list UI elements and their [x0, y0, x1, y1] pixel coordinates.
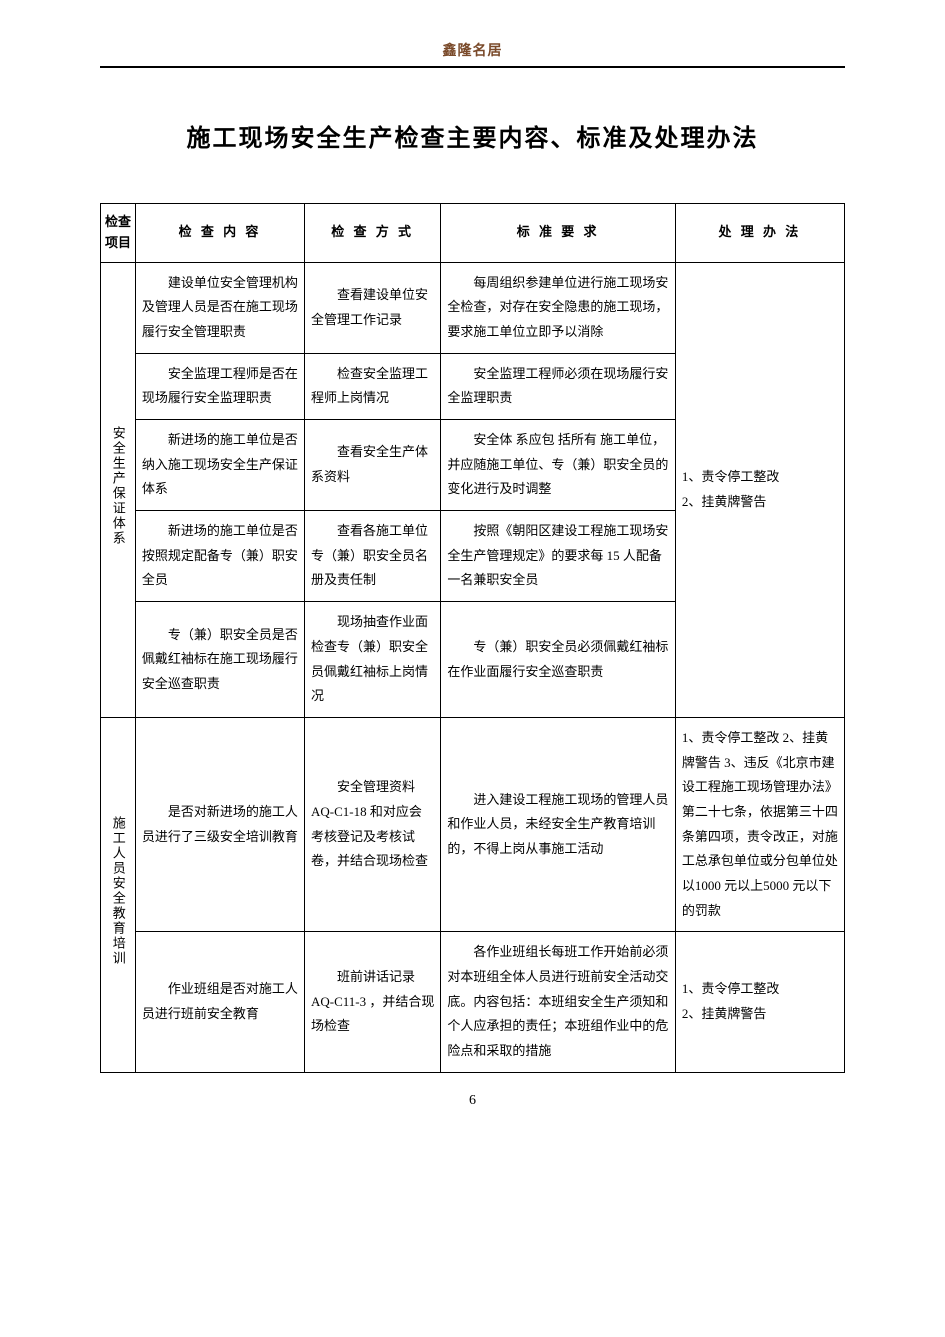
- content-cell: 建设单位安全管理机构及管理人员是否在施工现场履行安全管理职责: [135, 262, 304, 353]
- category-label: 施工人员安全教育培训: [108, 816, 128, 966]
- category-cell: 安全生产保证体系: [101, 262, 136, 717]
- handling-cell: 1、责令停工整改 2、挂黄牌警告: [675, 262, 844, 717]
- table-row: 安全生产保证体系 建设单位安全管理机构及管理人员是否在施工现场履行安全管理职责 …: [101, 262, 845, 353]
- standard-cell: 专（兼）职安全员必须佩戴红袖标在作业面履行安全巡查职责: [441, 602, 676, 718]
- content-cell: 安全监理工程师是否在现场履行安全监理职责: [135, 353, 304, 419]
- standard-cell: 安全监理工程师必须在现场履行安全监理职责: [441, 353, 676, 419]
- header-category: 检查项目: [101, 204, 136, 263]
- handling-line: 2、挂黄牌警告: [682, 490, 838, 515]
- table-row: 作业班组是否对施工人员进行班前安全教育 班前讲话记录 AQ-C11-3 ，并结合…: [101, 932, 845, 1072]
- method-cell: 现场抽查作业面检查专（兼）职安全员佩戴红袖标上岗情况: [304, 602, 440, 718]
- handling-line: 2、挂黄牌警告: [682, 1002, 838, 1027]
- handling-line: 1、责令停工整改: [682, 465, 838, 490]
- page-header: 鑫隆名居: [100, 40, 845, 68]
- category-cell: 施工人员安全教育培训: [101, 717, 136, 1072]
- standard-cell: 按照《朝阳区建设工程施工现场安全生产管理规定》的要求每 15 人配备一名兼职安全…: [441, 511, 676, 602]
- table-body: 安全生产保证体系 建设单位安全管理机构及管理人员是否在施工现场履行安全管理职责 …: [101, 262, 845, 1072]
- content-cell: 作业班组是否对施工人员进行班前安全教育: [135, 932, 304, 1072]
- header-method: 检 查 方 式: [304, 204, 440, 263]
- document-title: 施工现场安全生产检查主要内容、标准及处理办法: [100, 118, 845, 153]
- table-header-row: 检查项目 检 查 内 容 检 查 方 式 标 准 要 求 处 理 办 法: [101, 204, 845, 263]
- category-label: 安全生产保证体系: [108, 426, 128, 546]
- handling-line: 1、责令停工整改: [682, 977, 838, 1002]
- method-cell: 安全管理资料AQ-C1-18 和对应会考核登记及考核试卷，并结合现场检查: [304, 717, 440, 932]
- handling-cell: 1、责令停工整改 2、挂黄牌警告: [675, 932, 844, 1072]
- method-cell: 查看安全生产体系资料: [304, 420, 440, 511]
- standard-cell: 各作业班组长每班工作开始前必须对本班组全体人员进行班前安全活动交底。内容包括：本…: [441, 932, 676, 1072]
- method-cell: 查看建设单位安全管理工作记录: [304, 262, 440, 353]
- header-handling: 处 理 办 法: [675, 204, 844, 263]
- inspection-table: 检查项目 检 查 内 容 检 查 方 式 标 准 要 求 处 理 办 法 安全生…: [100, 203, 845, 1073]
- table-row: 施工人员安全教育培训 是否对新进场的施工人员进行了三级安全培训教育 安全管理资料…: [101, 717, 845, 932]
- header-content: 检 查 内 容: [135, 204, 304, 263]
- content-cell: 专（兼）职安全员是否佩戴红袖标在施工现场履行安全巡查职责: [135, 602, 304, 718]
- method-cell: 查看各施工单位专（兼）职安全员名册及责任制: [304, 511, 440, 602]
- content-cell: 新进场的施工单位是否纳入施工现场安全生产保证体系: [135, 420, 304, 511]
- content-cell: 是否对新进场的施工人员进行了三级安全培训教育: [135, 717, 304, 932]
- content-cell: 新进场的施工单位是否按照规定配备专（兼）职安全员: [135, 511, 304, 602]
- standard-cell: 安全体 系应包 括所有 施工单位，并应随施工单位、专（兼）职安全员的变化进行及时…: [441, 420, 676, 511]
- method-cell: 检查安全监理工程师上岗情况: [304, 353, 440, 419]
- header-standard: 标 准 要 求: [441, 204, 676, 263]
- standard-cell: 每周组织参建单位进行施工现场安全检查，对存在安全隐患的施工现场，要求施工单位立即…: [441, 262, 676, 353]
- header-text: 鑫隆名居: [443, 44, 503, 59]
- handling-cell: 1、责令停工整改 2、挂黄牌警告 3、违反《北京市建设工程施工现场管理办法》第二…: [675, 717, 844, 932]
- method-cell: 班前讲话记录 AQ-C11-3 ，并结合现场检查: [304, 932, 440, 1072]
- page-number: 6: [100, 1093, 845, 1109]
- standard-cell: 进入建设工程施工现场的管理人员和作业人员，未经安全生产教育培训的，不得上岗从事施…: [441, 717, 676, 932]
